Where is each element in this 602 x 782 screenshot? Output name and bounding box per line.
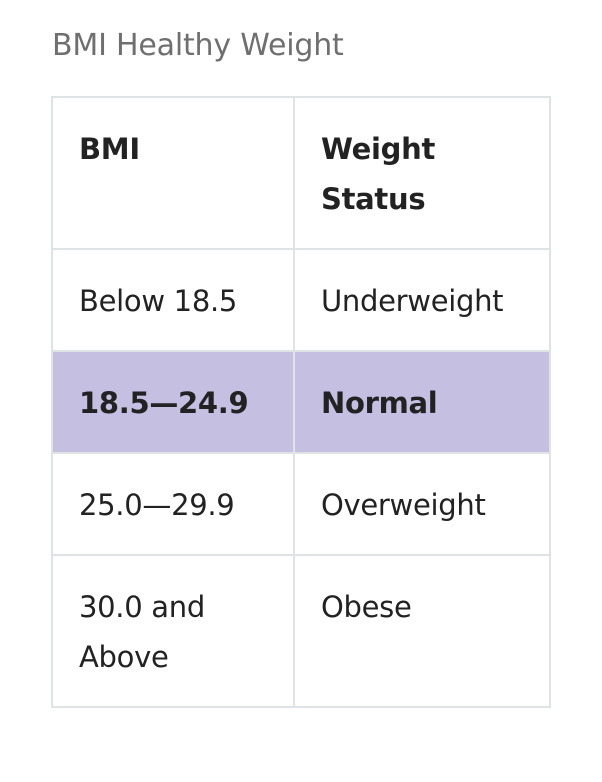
bmi-cell: 25.0—29.9 <box>51 452 295 556</box>
weight-status-cell: Underweight <box>293 248 551 352</box>
bmi-cell: Below 18.5 <box>51 248 295 352</box>
bmi-table: BMI Weight Status Below 18.5 Underweight… <box>51 96 551 708</box>
table-row: 25.0—29.9 Overweight <box>51 452 551 556</box>
weight-status-cell: Normal <box>293 350 551 454</box>
weight-status-cell: Overweight <box>293 452 551 556</box>
bmi-cell: 18.5—24.9 <box>51 350 295 454</box>
column-header-weight-status: Weight Status <box>293 96 551 250</box>
table-row: Below 18.5 Underweight <box>51 248 551 352</box>
table-row-highlighted: 18.5—24.9 Normal <box>51 350 551 454</box>
table-caption: BMI Healthy Weight <box>52 28 344 63</box>
bmi-cell: 30.0 and Above <box>51 554 295 708</box>
table-header-row: BMI Weight Status <box>51 96 551 250</box>
table-row: 30.0 and Above Obese <box>51 554 551 708</box>
weight-status-cell: Obese <box>293 554 551 708</box>
column-header-bmi: BMI <box>51 96 295 250</box>
